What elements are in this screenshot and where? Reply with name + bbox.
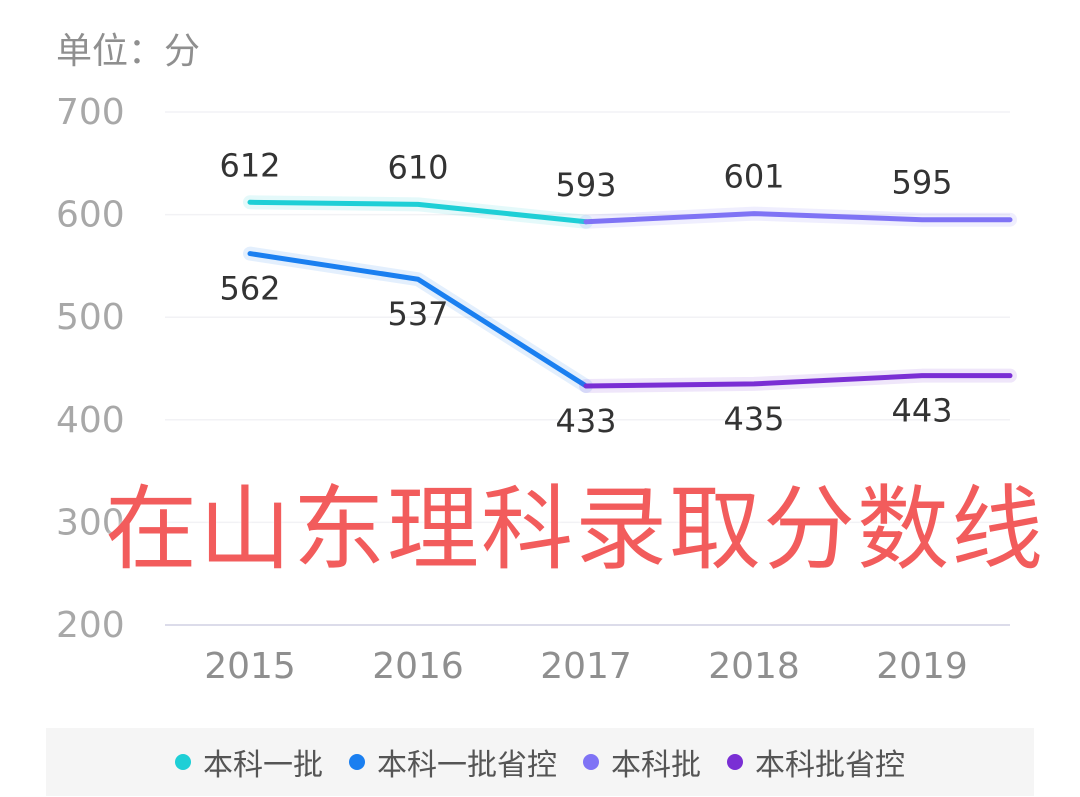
legend-item[interactable]: 本科一批省控: [349, 740, 557, 784]
series-line: [247, 199, 589, 225]
legend-dot-icon: [583, 754, 599, 770]
legend-dot-icon: [175, 754, 191, 770]
x-tick-label: 2017: [540, 646, 632, 687]
x-tick-label: 2016: [372, 646, 464, 687]
y-tick-label: 400: [56, 400, 125, 441]
legend-item[interactable]: 本科一批: [175, 740, 323, 784]
overlay-title: 在山东理科录取分数线: [105, 476, 1046, 583]
data-label: 435: [723, 400, 784, 438]
data-label: 562: [219, 270, 280, 308]
series-line: [583, 211, 1013, 225]
unit-label: 单位：分: [56, 31, 201, 72]
y-tick-label: 600: [56, 195, 125, 236]
data-label: 433: [555, 402, 616, 440]
data-label: 443: [891, 392, 952, 430]
legend-label: 本科一批省控: [377, 748, 557, 783]
series-line: [583, 373, 1013, 389]
y-tick-label: 500: [56, 297, 125, 338]
x-tick-label: 2018: [708, 646, 800, 687]
x-tick-label: 2019: [876, 646, 968, 687]
legend-label: 本科一批: [203, 748, 323, 783]
legend-item[interactable]: 本科批省控: [727, 740, 905, 784]
data-label: 610: [387, 148, 448, 186]
data-label: 537: [387, 295, 448, 333]
legend-dot-icon: [727, 754, 743, 770]
data-label: 593: [555, 166, 616, 204]
line-chart: 700 600 500 400 300 200 2015 2016 2017 2018 2019 61…: [56, 92, 1017, 687]
legend-label: 本科批: [611, 748, 701, 783]
data-label: 601: [723, 158, 784, 196]
series-line: [247, 251, 589, 389]
data-label: 612: [219, 146, 280, 184]
data-label: 595: [891, 164, 952, 202]
y-tick-label: 200: [56, 605, 125, 646]
legend-dot-icon: [349, 754, 365, 770]
x-tick-label: 2015: [204, 646, 296, 687]
y-tick-label: 300: [56, 502, 125, 543]
legend-item[interactable]: 本科批: [583, 740, 701, 784]
y-tick-label: 700: [56, 92, 125, 133]
legend-label: 本科批省控: [755, 748, 905, 783]
chart-legend: 本科一批 本科一批省控 本科批 本科批省控: [46, 728, 1034, 796]
